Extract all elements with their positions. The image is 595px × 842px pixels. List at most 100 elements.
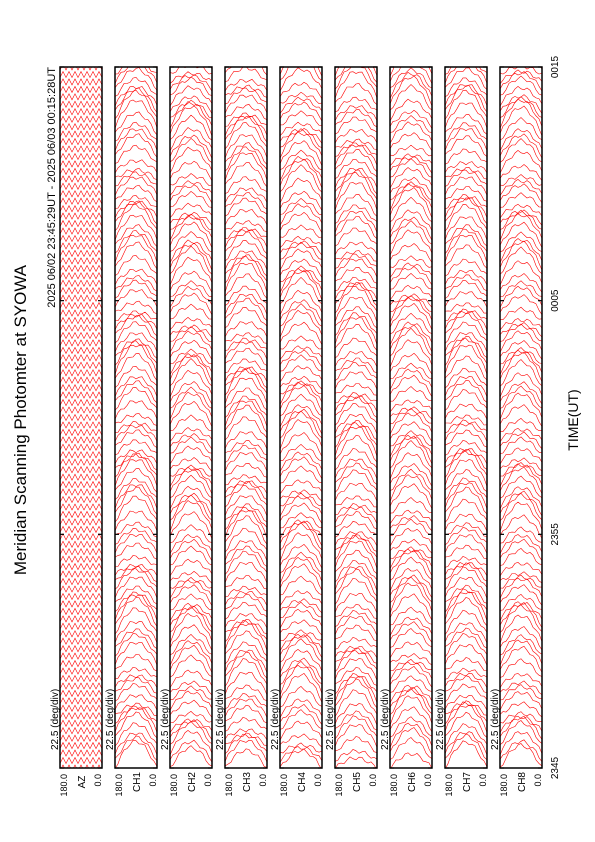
scan-trace [280,224,322,238]
scan-trace [225,671,267,696]
scan-trace [170,71,212,84]
scan-trace [335,414,377,435]
scan-trace [335,357,377,374]
scan-trace [225,562,267,584]
scan-trace [500,246,542,275]
scan-trace [335,362,377,381]
scan-trace [115,300,157,314]
scan-trace [170,348,212,365]
scan-trace [115,542,157,560]
scan-trace [60,309,102,317]
scan-trace [60,712,102,720]
scan-trace [335,689,377,717]
scan-trace [445,234,487,263]
y-tick-label: 180.0 [169,774,179,797]
scan-trace [445,622,487,644]
scan-trace [115,89,157,120]
scan-trace [225,395,267,419]
scan-trace [390,474,432,502]
scan-trace [390,688,432,716]
scan-trace [60,316,102,325]
scan-trace [60,615,102,623]
scan-trace [225,728,267,741]
scan-trace [335,317,377,345]
scan-trace [500,260,542,286]
scan-trace [170,386,212,409]
scan-trace [170,654,212,678]
scan-trace [280,198,322,215]
scan-trace [390,483,432,509]
scan-trace [445,701,487,725]
panel-frame [224,66,268,769]
scan-trace [115,200,157,225]
scan-trace [335,422,377,449]
scan-trace [335,142,377,157]
scan-trace [115,275,157,292]
scan-trace [390,440,432,469]
scan-trace [500,462,542,477]
scan-trace [225,122,267,150]
scan-trace [60,160,102,168]
panel-scale: 22.5 (deg/div) [215,689,226,750]
scan-trace [390,666,432,688]
scan-trace [115,654,157,672]
scan-trace [280,299,322,323]
scan-trace [225,321,267,338]
scan-trace [445,89,487,120]
traces [390,67,432,768]
scan-trace [280,345,322,360]
scan-trace [500,372,542,398]
scan-trace [335,67,377,90]
scan-trace [170,538,212,562]
scan-trace [225,452,267,472]
scan-trace [225,692,267,710]
scan-trace [115,133,157,158]
scan-trace [115,533,157,554]
scan-trace [225,297,267,322]
scan-trace [225,176,267,195]
scan-trace [225,649,267,673]
y-tick-label: 180.0 [224,774,234,797]
panel-scale: 22.5 (deg/div) [325,689,336,750]
scan-trace [60,756,102,765]
scan-trace [225,431,267,450]
scan-trace [115,76,157,97]
scan-trace [390,339,432,368]
scan-trace [225,285,267,307]
scan-trace [390,399,432,413]
scan-trace [390,546,432,559]
scan-trace [445,644,487,666]
scan-trace [60,458,102,466]
scan-trace [335,96,377,113]
scan-trace [500,203,542,219]
scan-trace [500,294,542,315]
scan-trace [335,149,377,173]
traces [335,67,377,768]
scan-trace [335,371,377,390]
scan-trace [500,96,542,118]
scan-trace [445,84,487,107]
scan-trace [335,658,377,681]
scan-trace [445,667,487,680]
scan-trace [170,558,212,577]
scan-trace [445,228,487,255]
scan-trace [335,395,377,412]
scan-trace [115,99,157,129]
scan-trace [60,548,102,556]
scan-trace [170,317,212,331]
scan-trace [500,571,542,584]
scan-trace [280,128,322,144]
panel-label: AZ [77,776,88,789]
scan-trace [170,640,212,666]
scan-trace [225,733,267,755]
scan-trace [60,443,102,451]
scan-trace [60,205,102,213]
scan-trace [445,302,487,314]
scan-trace [225,67,267,69]
scan-trace [225,84,267,98]
scan-trace [390,737,432,760]
scan-trace [170,324,212,338]
scan-trace [335,67,377,68]
scan-trace [60,175,102,183]
scan-trace [390,327,432,357]
